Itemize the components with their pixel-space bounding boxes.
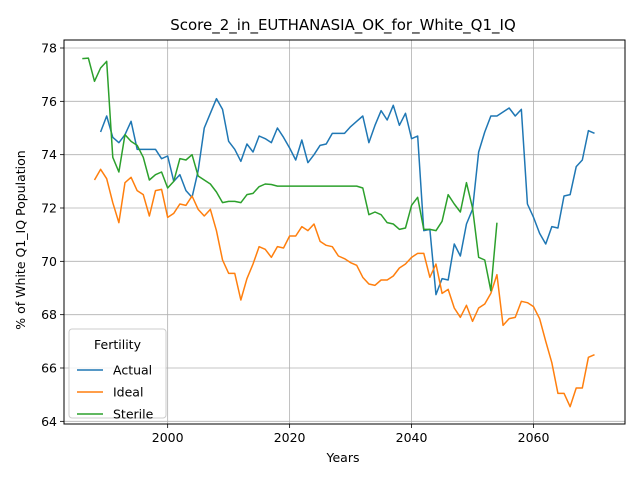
series-line-sterile (82, 57, 498, 292)
series-line-actual (99, 97, 595, 296)
legend-title: Fertility (94, 337, 142, 352)
x-tick-label: 2040 (396, 430, 428, 445)
series-lines (82, 57, 595, 408)
y-tick-label: 70 (41, 254, 57, 269)
legend: Fertility Actual Ideal Sterile (68, 328, 167, 422)
y-tick-label: 74 (41, 147, 57, 162)
y-tick-label: 76 (41, 94, 57, 109)
x-tick-label: 2020 (274, 430, 306, 445)
x-tick-label: 2000 (152, 430, 184, 445)
legend-label-sterile: Sterile (113, 407, 154, 422)
series-line-ideal (93, 168, 595, 408)
y-tick-label: 66 (41, 361, 57, 376)
legend-label-ideal: Ideal (113, 385, 143, 400)
y-tick-label: 72 (41, 201, 57, 216)
chart-title: Score_2_in_EUTHANASIA_OK_for_White_Q1_IQ (170, 16, 516, 35)
y-tick-label: 64 (41, 414, 57, 429)
y-axis-label: % of White Q1_IQ Population (13, 150, 28, 329)
x-axis-ticks: 2000 2020 2040 2060 (152, 424, 550, 445)
legend-box (68, 328, 167, 419)
y-tick-label: 68 (41, 307, 57, 322)
x-tick-label: 2060 (518, 430, 550, 445)
legend-label-actual: Actual (113, 363, 152, 378)
y-axis-ticks: 64 66 68 70 72 74 76 78 (41, 41, 64, 429)
y-tick-label: 78 (41, 41, 57, 56)
plot-frame (63, 39, 626, 425)
x-axis-label: Years (326, 450, 360, 465)
